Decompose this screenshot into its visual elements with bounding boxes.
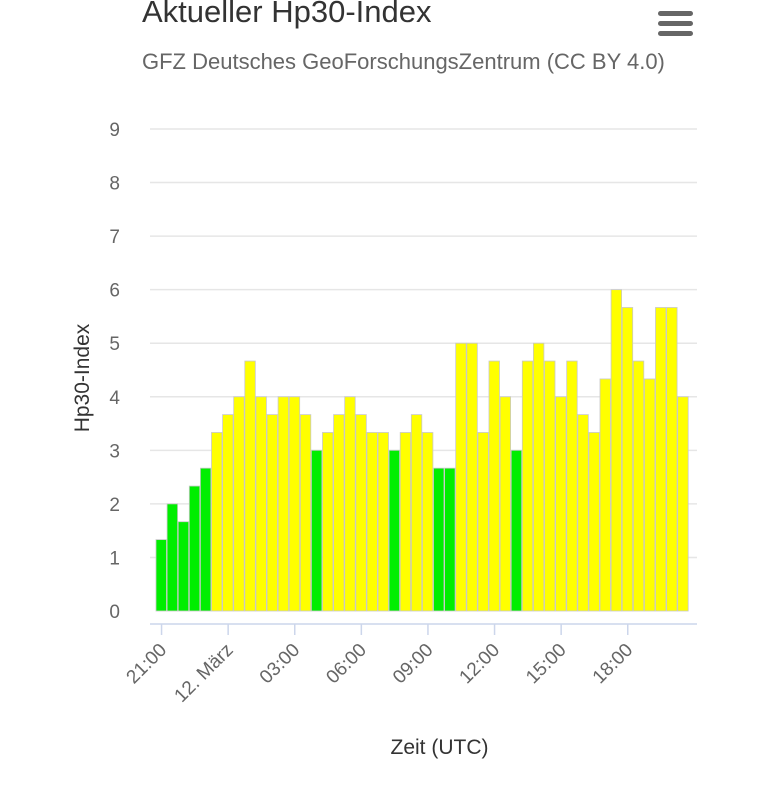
x-tick-label: 12:00 — [456, 640, 504, 688]
bar — [277, 396, 290, 612]
bar — [377, 432, 389, 612]
bar — [333, 414, 345, 612]
bar — [166, 503, 179, 612]
bar — [310, 449, 323, 612]
bar — [211, 432, 223, 612]
bar — [521, 360, 534, 612]
bar — [544, 360, 556, 612]
bar — [666, 307, 678, 612]
bar — [177, 521, 190, 612]
y-tick-label: 8 — [109, 174, 120, 195]
y-tick-label: 7 — [109, 227, 120, 248]
x-tick-label: 21:00 — [123, 640, 171, 688]
bar — [444, 467, 456, 612]
bar — [466, 342, 478, 612]
menu-line-bottom — [658, 31, 693, 36]
bar — [655, 307, 667, 612]
bar — [577, 414, 589, 612]
x-tick-label: 09:00 — [389, 640, 437, 688]
y-axis-title: Hp30-Index — [71, 323, 94, 432]
bar — [266, 414, 278, 612]
bar — [499, 396, 512, 612]
bar — [244, 360, 256, 612]
x-tick-label: 06:00 — [322, 640, 370, 688]
bar — [588, 432, 600, 612]
y-tick-label: 1 — [109, 548, 120, 569]
bar — [399, 432, 412, 612]
y-tick-label: 9 — [109, 120, 120, 141]
y-tick-label: 0 — [109, 602, 120, 623]
bar — [477, 432, 489, 612]
bar — [155, 539, 167, 612]
bar — [644, 378, 656, 612]
bar — [677, 396, 689, 612]
x-axis-title: Zeit (UTC) — [391, 736, 489, 759]
bar — [299, 414, 312, 612]
bar — [599, 378, 611, 612]
bar — [288, 396, 301, 612]
bar — [610, 289, 622, 612]
bar — [555, 396, 567, 612]
y-tick-label: 6 — [109, 281, 120, 302]
bar — [188, 485, 201, 612]
chart-title: Aktueller Hp30-Index — [142, 0, 432, 29]
x-tick-label: 18:00 — [589, 640, 637, 688]
bar — [632, 360, 645, 612]
bar — [510, 449, 523, 612]
x-tick-label: 12. März — [171, 640, 238, 707]
hamburger-menu-icon[interactable] — [655, 8, 695, 40]
bar — [222, 414, 234, 612]
bar — [344, 396, 356, 612]
bar — [433, 467, 445, 612]
chart-subtitle: GFZ Deutsches GeoForschungsZentrum (CC B… — [142, 49, 665, 74]
bar — [421, 432, 434, 612]
bar — [355, 414, 367, 612]
menu-line-top — [658, 11, 693, 16]
bar — [410, 414, 423, 612]
y-tick-label: 5 — [109, 334, 120, 355]
bar — [366, 432, 378, 612]
bar — [488, 360, 500, 612]
x-tick-label: 15:00 — [522, 640, 570, 688]
menu-line-middle — [658, 21, 693, 26]
y-tick-label: 3 — [109, 441, 120, 462]
bar — [455, 342, 467, 612]
bar — [621, 307, 634, 612]
bar — [388, 449, 401, 612]
y-tick-label: 2 — [109, 495, 120, 516]
bar — [255, 396, 267, 612]
bar — [199, 467, 212, 612]
x-tick-label: 03:00 — [256, 640, 304, 688]
bar — [533, 342, 545, 612]
bar — [566, 360, 578, 612]
y-tick-label: 4 — [109, 388, 120, 409]
bar — [233, 396, 245, 612]
bar — [322, 432, 334, 612]
